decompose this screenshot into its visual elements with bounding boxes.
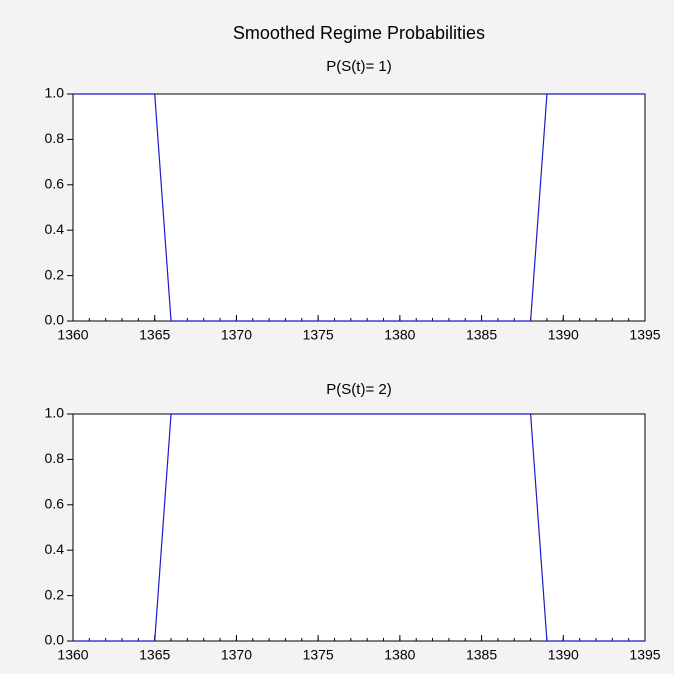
x-tick-label: 1385 — [466, 647, 497, 663]
y-tick-label: 1.0 — [45, 85, 65, 101]
x-tick-label: 1365 — [139, 327, 170, 343]
series-line — [73, 93, 645, 322]
y-tick-label: 0.0 — [45, 312, 65, 328]
y-tick-label: 0.4 — [45, 541, 65, 557]
x-tick-label: 1360 — [57, 327, 88, 343]
y-tick-label: 0.4 — [45, 221, 65, 237]
x-tick-label: 1360 — [57, 647, 88, 663]
y-tick-label: 0.6 — [45, 496, 65, 512]
x-tick-label: 1375 — [303, 327, 334, 343]
y-tick-label: 0.0 — [45, 632, 65, 648]
plot-area — [72, 413, 646, 642]
x-tick-label: 1390 — [548, 327, 579, 343]
x-tick-label: 1390 — [548, 647, 579, 663]
x-tick-label: 1365 — [139, 647, 170, 663]
y-tick-label: 0.2 — [45, 266, 65, 282]
y-tick-label: 1.0 — [45, 405, 65, 421]
x-tick-label: 1395 — [629, 327, 660, 343]
x-tick-label: 1380 — [384, 327, 415, 343]
x-tick-label: 1370 — [221, 647, 252, 663]
y-tick-label: 0.6 — [45, 176, 65, 192]
y-tick-label: 0.2 — [45, 586, 65, 602]
subtitle: P(S(t)= 2) — [326, 381, 391, 398]
x-tick-label: 1375 — [303, 647, 334, 663]
x-tick-label: 1395 — [629, 647, 660, 663]
y-tick-label: 0.8 — [45, 450, 65, 466]
plot-area — [72, 93, 646, 322]
subtitle: P(S(t)= 1) — [326, 58, 391, 75]
chart-title: Smoothed Regime Probabilities — [233, 23, 485, 43]
x-tick-label: 1370 — [221, 327, 252, 343]
y-tick-label: 0.8 — [45, 130, 65, 146]
series-line — [73, 413, 645, 642]
x-tick-label: 1380 — [384, 647, 415, 663]
x-tick-label: 1385 — [466, 327, 497, 343]
